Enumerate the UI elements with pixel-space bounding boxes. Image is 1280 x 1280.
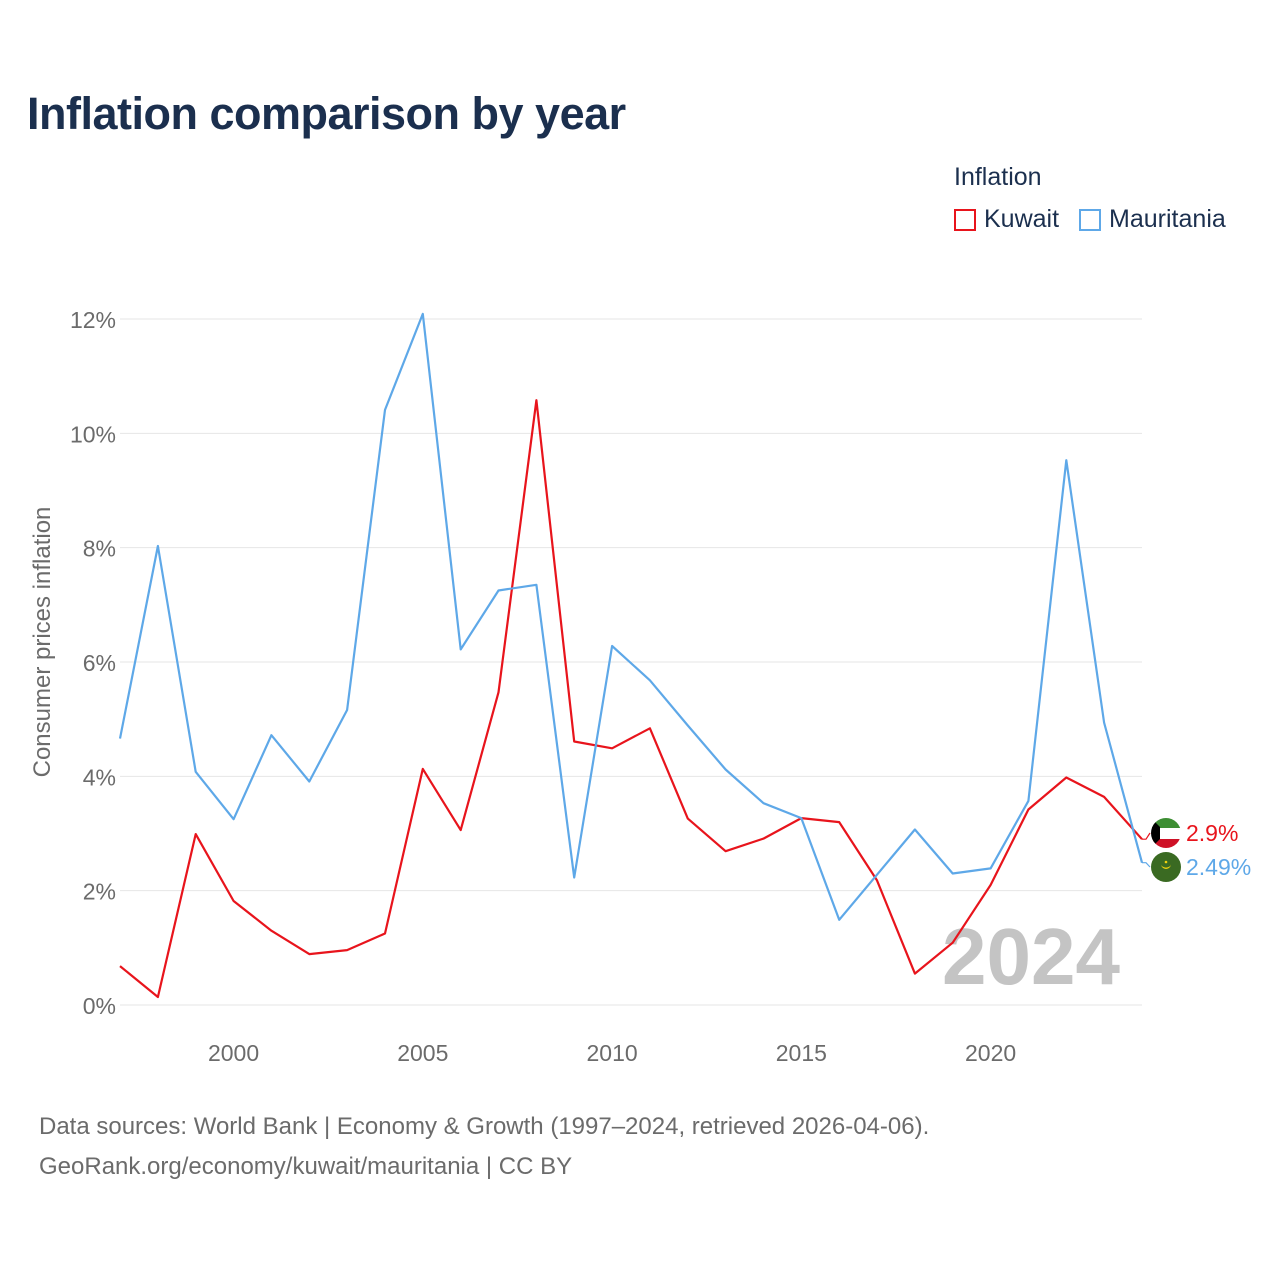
- series-line-mauritania[interactable]: [118, 312, 1144, 921]
- legend-item-mauritania[interactable]: Mauritania: [1079, 205, 1226, 234]
- source-line-2[interactable]: GeoRank.org/economy/kuwait/mauritania | …: [39, 1153, 573, 1180]
- source-note: Data sources: World Bank | Economy & Gro…: [39, 1107, 929, 1187]
- y-tick-label: 6%: [83, 650, 116, 676]
- legend-swatch-mauritania: [1079, 208, 1102, 231]
- x-tick-label: 2015: [776, 1040, 827, 1066]
- legend-label-mauritania: Mauritania: [1109, 205, 1226, 233]
- year-watermark: 2024: [942, 912, 1120, 1001]
- kuwait-flag-icon: [1151, 818, 1181, 848]
- x-tick-label: 2000: [208, 1040, 259, 1066]
- legend-swatch-kuwait: [954, 208, 976, 231]
- end-label-connector: [1142, 832, 1151, 840]
- chart-title: Inflation comparison by year: [27, 88, 626, 139]
- x-tick-label: 2020: [965, 1040, 1016, 1066]
- source-line-1: Data sources: World Bank | Economy & Gro…: [39, 1113, 930, 1140]
- end-label-mauritania: 2.49%: [1186, 854, 1251, 880]
- mauritania-flag-icon: [1151, 852, 1181, 882]
- x-tick-label: 2010: [586, 1040, 637, 1066]
- legend-item-kuwait[interactable]: Kuwait: [954, 205, 1059, 234]
- y-tick-label: 0%: [83, 993, 116, 1019]
- y-tick-label: 10%: [70, 421, 116, 447]
- x-tick-label: 2005: [397, 1040, 448, 1066]
- y-tick-label: 12%: [70, 307, 116, 333]
- legend: Kuwait Mauritania: [954, 205, 1226, 234]
- y-tick-label: 2%: [83, 879, 116, 905]
- y-tick-label: 8%: [83, 536, 116, 562]
- legend-label-kuwait: Kuwait: [984, 205, 1060, 233]
- legend-title: Inflation: [954, 163, 1042, 191]
- end-label-kuwait: 2.9%: [1186, 820, 1238, 846]
- y-axis-label: Consumer prices inflation: [29, 507, 56, 778]
- series-line-kuwait[interactable]: [119, 399, 1143, 999]
- end-label-connector: [1142, 862, 1151, 868]
- y-tick-label: 4%: [83, 764, 116, 790]
